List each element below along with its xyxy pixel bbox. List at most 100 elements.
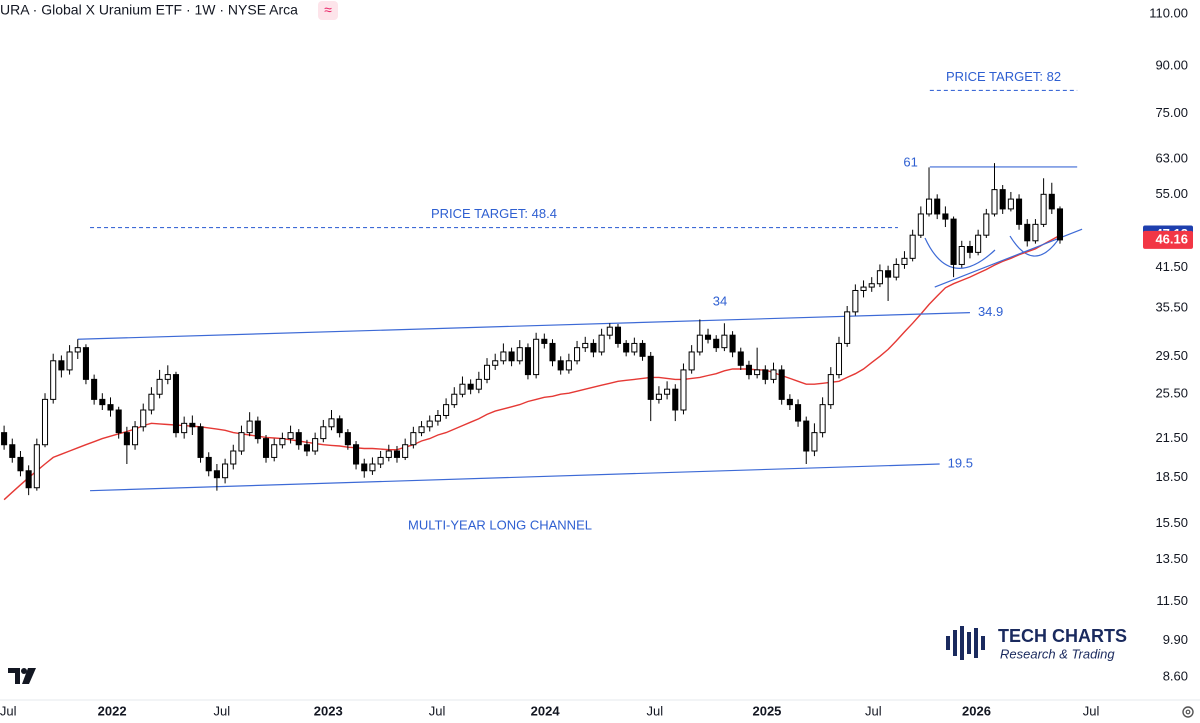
y-tick-label: 21.50 (1155, 430, 1188, 445)
annotation: 34 (713, 293, 727, 308)
candle-body (639, 342, 646, 357)
y-tick-label: 63.00 (1155, 150, 1188, 165)
candle-body (353, 444, 360, 465)
candle-body (909, 234, 916, 259)
candle-body (443, 404, 450, 416)
y-tick-label: 13.50 (1155, 551, 1188, 566)
candle-body (336, 418, 343, 434)
candle-body (876, 270, 883, 285)
y-tick-label: 90.00 (1155, 58, 1188, 73)
candle-body (983, 213, 990, 236)
candle-body (483, 364, 491, 380)
cup-arc (1009, 235, 1059, 257)
candle-body (737, 351, 744, 366)
x-tick-label: Jul (0, 703, 17, 718)
candle-body (91, 378, 98, 400)
y-tick-label: 110.00 (1149, 5, 1188, 20)
candle-body (205, 456, 212, 472)
candle-body (704, 334, 712, 340)
x-tick-label: Jul (647, 703, 664, 718)
candle-body (82, 347, 89, 380)
candle-body (107, 404, 114, 411)
candle-body (9, 444, 16, 458)
candle-body (925, 198, 933, 215)
settings-icon[interactable] (1182, 706, 1194, 718)
x-tick-label: 2024 (531, 703, 561, 718)
candle-body (123, 432, 130, 446)
candle-body (803, 420, 810, 452)
candle-body (451, 393, 458, 406)
candle-body (541, 338, 548, 344)
candle-body (819, 404, 826, 434)
candle-body (279, 438, 286, 446)
title-badge-box (318, 1, 338, 20)
candle-body (680, 369, 687, 411)
drawing-label: 34.9 (978, 304, 1003, 319)
candle-body (582, 342, 589, 349)
candle-body (713, 338, 720, 349)
title-badge: ≈ (324, 2, 332, 18)
cup-arc (924, 237, 996, 269)
candle-body (418, 426, 425, 434)
x-tick-label: Jul (429, 703, 446, 718)
candle-body (66, 351, 73, 371)
candle-body (132, 426, 139, 446)
candle-body (369, 463, 376, 472)
candle-body (393, 450, 401, 458)
moving-average (3, 234, 1061, 501)
candle-body (1024, 223, 1031, 242)
y-tick-label: 29.50 (1155, 348, 1188, 363)
candle-body (524, 347, 531, 376)
candle-body (549, 342, 556, 362)
candle-body (966, 246, 973, 253)
price-label-box (1143, 230, 1193, 249)
candle-body (197, 426, 204, 458)
candle-body (508, 351, 515, 362)
candle-body (574, 347, 581, 362)
candle-body (844, 311, 851, 344)
candle-body (917, 213, 924, 236)
candle-body (1, 432, 8, 446)
candle-body (606, 326, 613, 336)
watermark-tagline: Research & Trading (1000, 646, 1115, 661)
candle-body (835, 342, 843, 376)
candle-body (942, 213, 949, 220)
y-tick-label: 25.50 (1155, 386, 1188, 401)
y-tick-label: 41.50 (1155, 259, 1188, 274)
candle-body (729, 334, 736, 353)
price-label: 46.16 (1155, 231, 1188, 246)
trend-line (90, 463, 940, 492)
candle-body (778, 369, 785, 400)
candle-body (762, 369, 769, 380)
candle-body (140, 409, 147, 428)
candle-body (655, 393, 662, 400)
candle-body (410, 432, 417, 446)
candle-body (533, 338, 540, 376)
candle-body (1056, 208, 1064, 241)
x-tick-label: Jul (214, 703, 231, 718)
candle-body (262, 438, 270, 458)
candle-body (1032, 223, 1039, 242)
candle-body (312, 438, 319, 452)
x-tick-label: 2023 (314, 703, 343, 718)
candle-body (492, 360, 499, 366)
candle-body (17, 456, 24, 472)
candle-body (230, 450, 237, 465)
candle-body (426, 420, 433, 428)
drawing-label: 19.5 (948, 455, 973, 470)
chart-title: URA · Global X Uranium ETF · 1W · NYSE A… (0, 2, 298, 18)
candle-body (885, 270, 892, 278)
annotation: MULTI-YEAR LONG CHANNEL (408, 517, 592, 532)
candle-body (557, 360, 564, 371)
candle-body (361, 463, 368, 472)
candle-body (696, 334, 703, 353)
candle-body (287, 432, 294, 440)
y-tick-label: 11.50 (1156, 593, 1188, 608)
drawing-label: PRICE TARGET: 82 (946, 69, 1061, 84)
y-tick-label: 9.90 (1163, 632, 1188, 647)
candle-body (1016, 198, 1023, 225)
watermark-name: TECH CHARTS (998, 626, 1127, 646)
y-tick-label: 8.60 (1163, 668, 1188, 683)
candle-body (115, 409, 122, 434)
